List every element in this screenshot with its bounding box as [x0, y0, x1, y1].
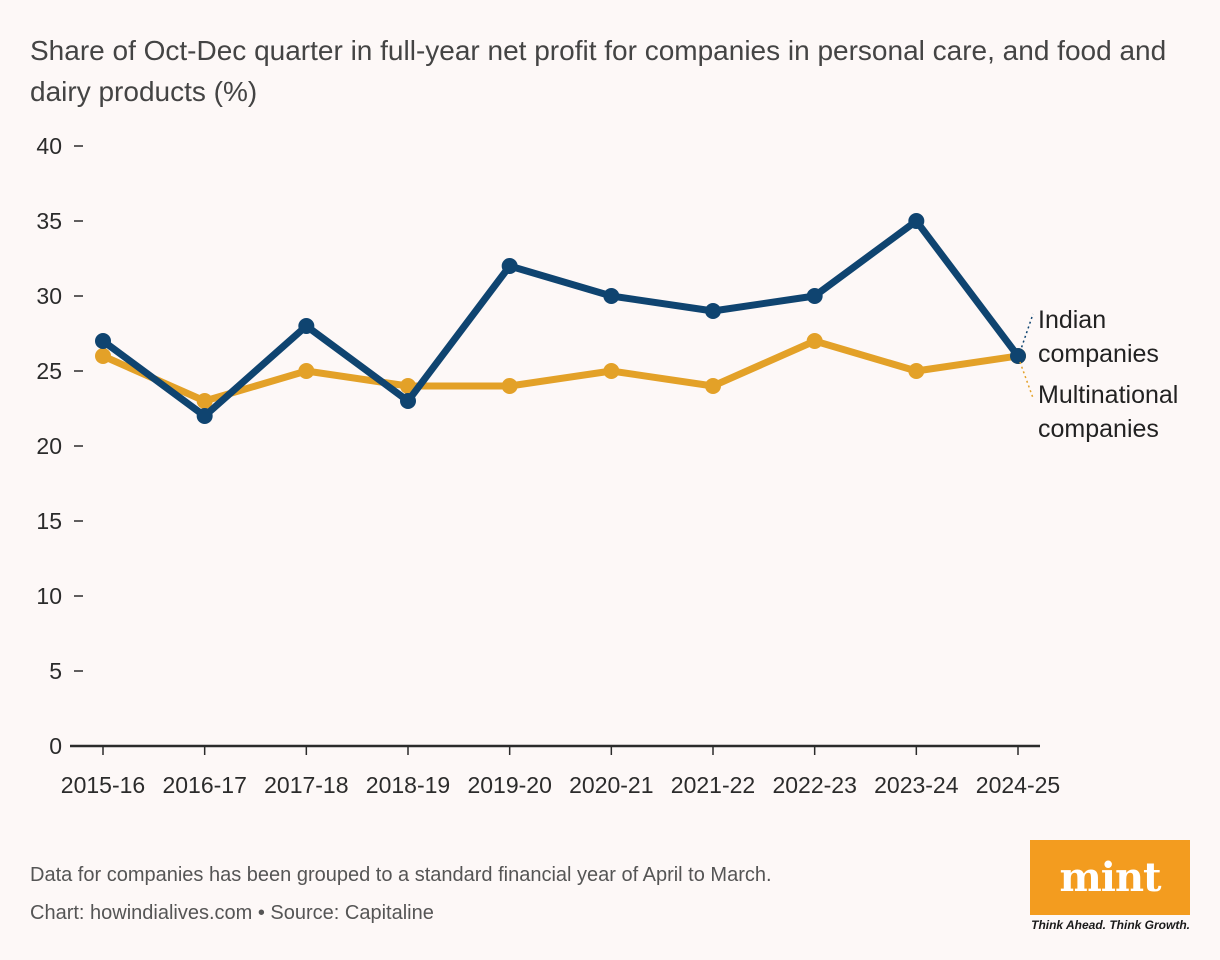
indian-companies-point — [603, 288, 620, 304]
y-tick-label: 40 — [36, 133, 62, 159]
y-tick-label: 35 — [36, 208, 62, 234]
x-axis: 2015-16 2016-17 2017-18 2018-19 2019-20 2020-… — [61, 744, 1060, 798]
series-labels: Indian companies Multinational companies — [1019, 306, 1178, 443]
mint-logo-box: mint — [1030, 840, 1190, 915]
multinational-label-line2: companies — [1038, 415, 1159, 443]
indian-label-line2: companies — [1038, 340, 1159, 368]
x-tick-label: 2018-19 — [366, 772, 450, 798]
multinational-companies-point — [908, 363, 925, 379]
y-tick-label: 10 — [36, 583, 62, 609]
x-tick-label: 2024-25 — [976, 772, 1060, 798]
multinational-companies-point — [501, 378, 518, 394]
multinational-companies-point — [95, 348, 111, 364]
indian-companies-line — [99, 217, 1022, 420]
x-tick-label: 2019-20 — [467, 772, 551, 798]
indian-companies-point — [298, 318, 315, 334]
indian-label-line1: Indian — [1038, 306, 1106, 334]
series-layer — [95, 213, 1026, 424]
multinational-companies-point — [806, 333, 823, 349]
indian-companies-point — [95, 333, 111, 349]
multinational-label-line1: Multinational — [1038, 381, 1178, 409]
x-tick-label: 2020-21 — [569, 772, 653, 798]
indian-companies-point — [400, 393, 416, 409]
y-axis: 0 5 10 15 20 25 30 35 40 — [36, 133, 83, 759]
mint-logo-tagline: Think Ahead. Think Growth. — [1031, 918, 1190, 932]
mint-logo-word: mint — [1059, 854, 1161, 901]
y-tick-label: 0 — [49, 733, 62, 759]
x-tick-label: 2023-24 — [874, 772, 959, 798]
x-tick-label: 2015-16 — [61, 772, 145, 798]
multinational-companies-point — [298, 363, 315, 379]
indian-companies-point — [806, 288, 823, 304]
x-tick-label: 2021-22 — [671, 772, 755, 798]
x-tick-label: 2017-18 — [264, 772, 348, 798]
indian-companies-point — [908, 213, 925, 229]
y-tick-label: 15 — [36, 508, 62, 534]
multinational-companies-line — [99, 337, 1022, 405]
indian-companies-point — [705, 303, 721, 319]
indian-companies-point — [1010, 348, 1026, 364]
multinational-companies-point — [196, 393, 213, 409]
x-tick-label: 2016-17 — [162, 772, 246, 798]
multinational-companies-point — [603, 363, 620, 379]
multinational-label-leader — [1019, 361, 1034, 399]
mint-logo: mint Think Ahead. Think Growth. — [1030, 840, 1190, 932]
indian-companies-point — [196, 408, 213, 424]
y-tick-label: 5 — [49, 658, 62, 684]
y-tick-label: 25 — [36, 358, 62, 384]
indian-label-leader — [1019, 313, 1034, 353]
indian-companies-point — [501, 258, 518, 274]
y-tick-label: 20 — [36, 433, 62, 459]
data-note: Data for companies has been grouped to a… — [30, 864, 772, 886]
x-tick-label: 2022-23 — [772, 772, 856, 798]
multinational-companies-point — [705, 378, 721, 394]
source-credit: Chart: howindialives.com • Source: Capit… — [30, 902, 434, 924]
y-tick-label: 30 — [36, 283, 62, 309]
chart-title: Share of Oct-Dec quarter in full-year ne… — [30, 35, 1167, 107]
